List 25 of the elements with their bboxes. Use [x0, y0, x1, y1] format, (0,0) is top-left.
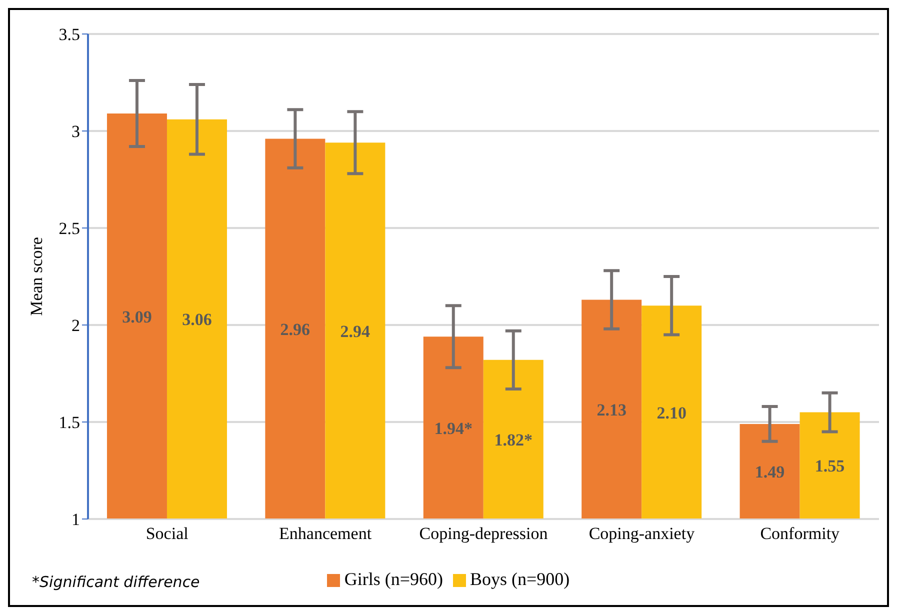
y-tick-label: 2 — [72, 316, 80, 336]
y-tick-label: 3.5 — [58, 25, 80, 44]
data-label: 3.09 — [122, 307, 152, 326]
data-label: 3.06 — [182, 310, 212, 330]
legend-label: Boys (n=900) — [470, 569, 570, 589]
x-tick-label: Conformity — [760, 524, 840, 544]
x-tick-label: Coping-anxiety — [588, 524, 696, 544]
y-tick-label: 1.5 — [58, 413, 80, 432]
text: *Significant difference — [32, 573, 200, 591]
legend-label: Girls (n=960) — [344, 569, 443, 589]
data-label: 2.96 — [280, 320, 310, 339]
data-label: 1.55 — [814, 456, 845, 476]
data-label: 1.94* — [434, 418, 473, 438]
data-label: 2.10 — [656, 403, 686, 422]
x-tick-label: Social — [146, 524, 189, 544]
x-tick-label: Enhancement — [279, 524, 372, 544]
data-label: 2.94 — [340, 322, 371, 341]
data-label: 1.49 — [754, 462, 785, 482]
y-tick-label: 2.5 — [58, 219, 80, 238]
y-tick-label: 3 — [72, 122, 80, 142]
y-tick-label: 1 — [72, 510, 80, 530]
data-label: 2.13 — [596, 400, 626, 420]
x-tick-label: Coping-depression — [419, 524, 548, 544]
data-label: 1.82* — [494, 430, 533, 450]
y-axis-title: Mean score — [27, 237, 46, 316]
